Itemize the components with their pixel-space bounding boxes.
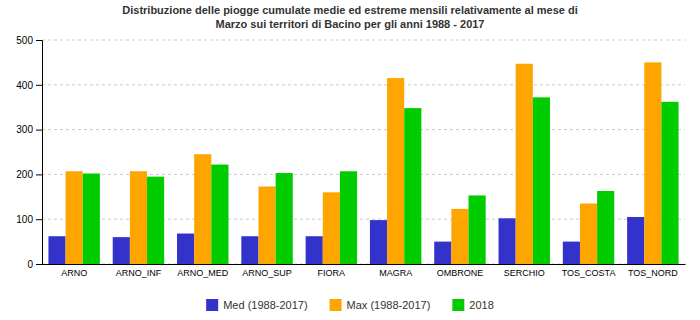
- legend: Med (1988-2017) Max (1988-2017) 2018: [206, 299, 494, 311]
- tick-label: MAGRA: [379, 268, 412, 278]
- tick-label: ARNO: [61, 268, 87, 278]
- tick-label: 200: [16, 169, 33, 180]
- bar: [276, 173, 293, 264]
- bar: [387, 78, 404, 264]
- bar: [404, 108, 421, 264]
- tick: ARNO: [61, 268, 87, 278]
- chart: Distribuzione delle piogge cumulate medi…: [0, 0, 700, 320]
- tick: ARNO_SUP: [242, 268, 292, 278]
- x-axis: ARNO ARNO_INF ARNO_MED ARNO_SUP FIORA MAGRA OM…: [43, 265, 686, 279]
- bar: [469, 195, 486, 264]
- tick-label: 300: [16, 124, 33, 135]
- tick: 0: [27, 259, 42, 270]
- legend-item: 2018: [452, 299, 493, 311]
- bar: [194, 154, 211, 264]
- tick: 100: [16, 214, 42, 225]
- legend-item: Med (1988-2017): [206, 299, 307, 311]
- grid: [42, 40, 685, 264]
- tick-label: 500: [16, 35, 33, 46]
- grid-line: [42, 40, 685, 41]
- tick: OMBRONE: [437, 268, 484, 278]
- title: Distribuzione delle piogge cumulate medi…: [122, 4, 577, 30]
- tick: TOS_NORD: [628, 268, 678, 278]
- legend-label: 2018: [469, 299, 493, 311]
- tick: SERCHIO: [504, 268, 545, 278]
- tick-label: FIORA: [318, 268, 346, 278]
- tick-label: ARNO_MED: [177, 268, 229, 278]
- bar: [241, 236, 258, 264]
- bar: [516, 64, 533, 264]
- tick-mark: [36, 130, 42, 131]
- tick: ARNO_INF: [116, 268, 162, 278]
- bar: [323, 192, 340, 264]
- bar: [83, 174, 100, 264]
- bar: [130, 171, 147, 264]
- bar: [434, 242, 451, 264]
- bar: [563, 242, 580, 264]
- tick: ARNO_MED: [177, 268, 229, 278]
- grid-line: [42, 129, 685, 130]
- bar: [597, 191, 614, 264]
- legend-swatch: [452, 299, 464, 311]
- tick-label: 100: [16, 214, 33, 225]
- tick-mark: [36, 174, 42, 175]
- tick-label: ARNO_INF: [116, 268, 162, 278]
- bar: [627, 217, 644, 264]
- bar: [48, 236, 65, 264]
- tick-label: OMBRONE: [437, 268, 484, 278]
- bar: [147, 177, 164, 264]
- legend-item: Max (1988-2017): [330, 299, 431, 311]
- bar: [580, 204, 597, 264]
- axis-line: [36, 41, 43, 265]
- tick-label: SERCHIO: [504, 268, 545, 278]
- bar: [451, 209, 468, 264]
- tick-mark: [36, 40, 42, 41]
- bar: [370, 220, 387, 264]
- tick-label: ARNO_SUP: [242, 268, 292, 278]
- tick-label: 0: [27, 259, 33, 270]
- bar: [66, 171, 83, 264]
- bar: [306, 236, 323, 264]
- bar: [258, 186, 275, 264]
- tick: FIORA: [318, 268, 346, 278]
- tick-mark: [36, 219, 42, 220]
- tick: 400: [16, 80, 42, 91]
- legend-swatch: [206, 299, 218, 311]
- bar: [533, 97, 550, 264]
- bar: [661, 102, 678, 264]
- bar: [644, 62, 661, 264]
- grid-line: [42, 84, 685, 85]
- tick: TOS_COSTA: [562, 268, 616, 278]
- legend-swatch: [330, 299, 342, 311]
- bar: [113, 237, 130, 264]
- bar: [499, 218, 516, 264]
- tick-mark: [36, 85, 42, 86]
- legend-label: Max (1988-2017): [347, 299, 431, 311]
- bar-series: [83, 97, 679, 264]
- tick: MAGRA: [379, 268, 412, 278]
- bars: [48, 62, 678, 264]
- tick: 500: [16, 35, 42, 46]
- bar-series: [66, 62, 662, 264]
- bar: [340, 171, 357, 264]
- tick: 200: [16, 169, 42, 180]
- plot: 0100200300400500ARNOARNO_INFARNO_MEDARNO…: [16, 35, 685, 279]
- tick-label: TOS_COSTA: [562, 268, 616, 278]
- y-axis: 0 100 200 300 400 500: [16, 35, 42, 270]
- axis-line: [43, 264, 686, 265]
- tick: 300: [16, 124, 42, 135]
- bar: [177, 234, 194, 264]
- bar: [211, 165, 228, 264]
- tick-label: 400: [16, 80, 33, 91]
- legend-label: Med (1988-2017): [223, 299, 307, 311]
- tick-mark: [36, 264, 42, 265]
- tick-label: TOS_NORD: [628, 268, 678, 278]
